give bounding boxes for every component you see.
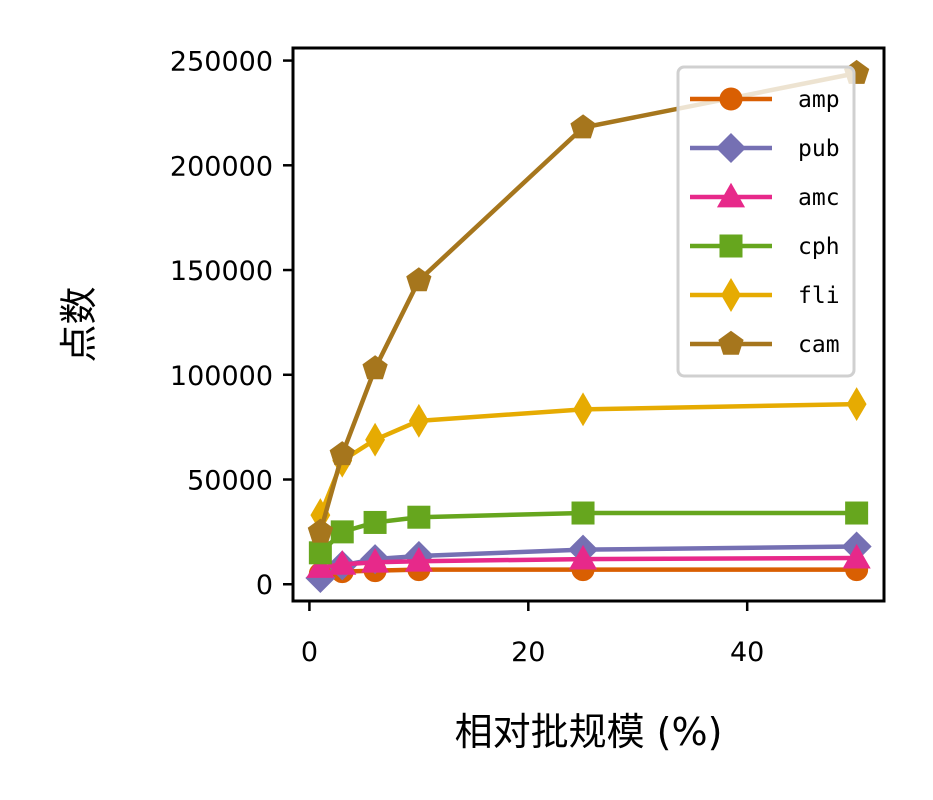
data-point-cam	[570, 114, 596, 139]
data-point-cam	[362, 355, 388, 380]
y-tick-label: 250000	[170, 47, 273, 78]
data-point-amc	[404, 546, 433, 572]
data-point-cam	[307, 518, 333, 543]
data-point-fli	[846, 387, 867, 422]
legend-label: cam	[798, 332, 840, 358]
legend-label: cph	[798, 234, 840, 260]
legend-marker	[721, 278, 741, 312]
legend-label: pub	[798, 136, 840, 162]
y-axis-label: 点数	[57, 286, 101, 362]
x-axis-label: 相对批规模 (%)	[455, 710, 723, 754]
x-tick-label: 0	[301, 637, 318, 668]
legend-label: amc	[798, 185, 840, 211]
data-point-cph	[571, 501, 595, 525]
legend-label: amp	[798, 87, 840, 113]
legend-marker	[715, 132, 747, 164]
legend-marker	[716, 182, 746, 208]
data-point-cph	[363, 510, 387, 534]
legend-label: fli	[798, 283, 840, 309]
data-point-fli	[408, 403, 429, 438]
data-point-cph	[407, 505, 431, 529]
data-point-fli	[573, 392, 593, 427]
data-point-amc	[568, 544, 598, 570]
x-tick-label: 40	[730, 637, 764, 668]
series-cam	[307, 59, 870, 543]
legend-item-fli: fli	[690, 278, 840, 312]
data-point-amc	[306, 553, 335, 578]
y-tick-label: 0	[256, 570, 273, 601]
legend-marker	[718, 330, 744, 355]
data-point-cph	[330, 520, 354, 544]
series-line-cam	[318, 70, 858, 533]
legend-item-amp: amp	[690, 87, 840, 113]
legend-box	[676, 65, 856, 378]
legend-marker	[719, 87, 743, 111]
legend-item-cph: cph	[690, 234, 840, 260]
y-tick-label: 100000	[170, 361, 273, 392]
x-tick-label: 20	[511, 637, 545, 668]
y-tick-label: 200000	[170, 151, 273, 182]
plot-frame	[291, 46, 886, 603]
data-point-cph	[308, 541, 332, 565]
x-axis: 0 20 40	[301, 601, 764, 668]
legend: amp pub amc cph fli cam	[676, 65, 856, 378]
legend-item-amc: amc	[690, 182, 840, 211]
data-point-amc	[361, 548, 390, 573]
y-axis: 0 50000 100000 150000 200000 250000	[170, 47, 293, 601]
data-point-cph	[845, 501, 869, 525]
legend-item-pub: pub	[690, 132, 840, 164]
legend-marker	[719, 234, 743, 258]
series-cph	[308, 501, 869, 565]
data-point-cam	[329, 441, 355, 466]
data-point-amc	[842, 543, 871, 569]
y-tick-label: 50000	[187, 466, 273, 497]
y-tick-label: 150000	[170, 256, 273, 287]
data-point-fli	[365, 422, 386, 457]
legend-item-cam: cam	[690, 330, 840, 358]
data-point-amc	[328, 550, 357, 575]
data-point-cam	[406, 267, 432, 292]
series-amc	[306, 543, 871, 578]
series-layer	[305, 59, 872, 593]
